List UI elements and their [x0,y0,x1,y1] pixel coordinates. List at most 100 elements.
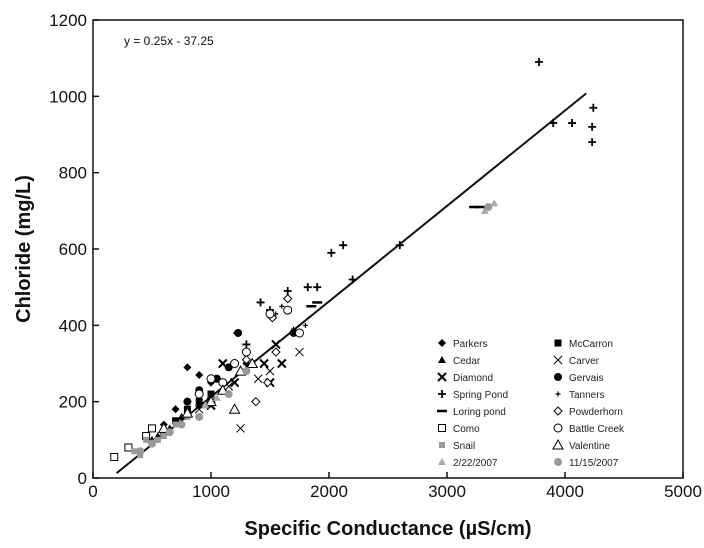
legend-label: Loring pond [453,407,506,418]
point-carver [295,347,304,357]
legend-item: Spring Pond [438,390,508,401]
legend-item: Cedar [438,356,481,367]
legend-item: Diamond [437,372,493,384]
legend-marker [555,391,561,397]
legend-marker [438,339,446,347]
point-spring-pond [283,286,292,295]
point-diamond [259,358,269,369]
point-powderhorn [271,347,281,357]
point-2-22-2007 [212,393,221,401]
point-snail [160,433,167,440]
legend-marker [553,406,563,416]
legend-marker [552,438,564,450]
point-parkers [183,363,192,372]
point-battle-creek [194,389,204,399]
x-tick-label: 0 [88,482,97,501]
point-11-15-2007 [177,420,186,429]
point-spring-pond [549,119,558,128]
point-valentine [246,357,259,368]
legend-marker [438,356,446,363]
point-11-15-2007 [242,367,251,376]
point-battle-creek [230,359,240,368]
legend-marker [553,423,563,433]
point-parkers [195,370,204,379]
legend-marker [438,458,446,465]
legend-label: Gervais [569,373,603,384]
point-spring-pond [339,241,348,250]
point-battle-creek [295,328,304,338]
point-11-15-2007 [195,412,204,421]
point-spring-pond [348,275,357,284]
trend-line [115,92,587,474]
point-mccarron [207,390,215,398]
x-tick-label: 2000 [310,482,348,501]
legend-label: Battle Creek [569,424,625,435]
point-como [148,424,156,433]
y-axis-title: Chloride (mg/L) [13,175,35,323]
y-tick-label: 1000 [49,87,87,106]
y-tick-label: 600 [59,240,87,259]
point-carver [236,424,245,433]
legend-item: Loring pond [437,407,506,418]
legend-label: 11/15/2007 [569,458,619,469]
legend: Parkers McCarron Cedar Carver Diamond Gervais… [437,339,625,469]
x-axis-title: Specific Conductance (µS/cm) [244,518,531,540]
regression-equation: y = 0.25x - 37.25 [124,34,214,48]
y-tick-label: 400 [59,316,87,335]
legend-label: Powderhorn [569,407,623,418]
point-mccarron [172,417,180,425]
point-spring-pond [242,340,251,349]
legend-marker [554,373,562,381]
point-gervais [234,328,243,337]
point-spring-pond [535,57,544,66]
legend-label: Parkers [453,339,487,350]
legend-label: McCarron [569,339,613,350]
point-battle-creek [206,374,216,384]
legend-marker [438,390,446,398]
point-spring-pond [588,122,597,131]
y-tick-label: 1200 [49,11,87,30]
legend-label: Diamond [453,373,493,384]
point-battle-creek [265,309,275,319]
point-diamond [271,339,281,350]
legend-item: Carver [553,355,600,367]
legend-label: Carver [569,356,600,367]
y-axis: 0 200 400 600 800 1000 1200 [49,11,99,488]
point-spring-pond [395,241,404,250]
legend-marker [554,339,562,347]
legend-marker [438,424,446,432]
point-snail [131,448,138,455]
point-battle-creek [241,347,251,357]
point-11-15-2007 [224,390,233,399]
x-tick-label: 4000 [546,482,584,501]
legend-label: Tanners [569,390,605,401]
legend-item: Valentine [552,438,610,452]
legend-label: 2/22/2007 [453,458,498,469]
point-battle-creek [283,305,293,315]
x-axis: 0 1000 2000 3000 4000 5000 [88,472,702,501]
point-2-22-2007 [201,401,210,409]
point-powderhorn [282,293,293,304]
point-2-22-2007 [480,206,489,214]
point-valentine [181,407,194,418]
point-carver [253,374,263,384]
legend-label: Snail [453,441,475,452]
y-tick-label: 200 [59,393,87,412]
point-tanners [291,326,297,332]
legend-item: Snail [439,441,475,452]
point-11-15-2007 [484,203,493,212]
legend-label: Como [453,424,480,435]
point-powderhorn [251,396,261,407]
data-points [110,57,598,462]
point-snail [143,436,150,443]
point-como [124,443,133,452]
legend-marker [553,355,563,365]
point-diamond [277,358,287,369]
legend-item: McCarron [554,339,613,350]
point-spring-pond [303,283,312,292]
point-spring-pond [589,103,598,112]
point-valentine [205,395,217,407]
legend-label: Valentine [569,441,610,452]
legend-item: Battle Creek [553,423,625,435]
